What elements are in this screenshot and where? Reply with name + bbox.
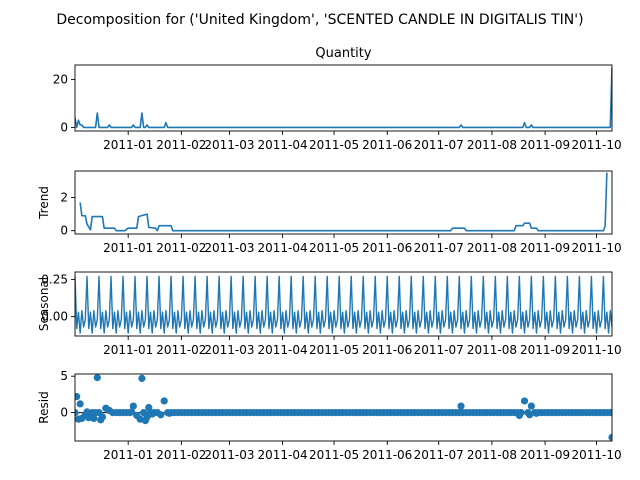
x-tick-label: 2011-09 <box>520 138 570 152</box>
y-tick-label: 0 <box>60 120 68 134</box>
axes-frame <box>74 373 613 442</box>
y-tick-label: 0.00 <box>41 310 68 324</box>
x-tick-label: 2011-04 <box>258 448 308 462</box>
axes-frame <box>74 271 613 337</box>
resid-point <box>98 413 107 421</box>
resid-point <box>532 409 541 417</box>
x-tick-label: 2011-06 <box>362 448 412 462</box>
x-tick-label: 2011-03 <box>204 138 254 152</box>
x-tick-label: 2011-04 <box>258 343 308 357</box>
resid-point <box>129 402 137 410</box>
resid-point <box>457 402 465 410</box>
x-tick-label: 2011-07 <box>414 241 464 255</box>
x-tick-label: 2011-02 <box>156 241 206 255</box>
x-tick-label: 2011-08 <box>467 138 517 152</box>
resid-point <box>83 408 91 416</box>
x-tick-label: 2011-06 <box>362 343 412 357</box>
plot-area <box>75 67 612 129</box>
x-tick-label: 2011-03 <box>204 241 254 255</box>
x-tick-label: 2011-04 <box>258 241 308 255</box>
resid-point <box>526 411 534 419</box>
x-tick-label: 2011-06 <box>362 138 412 152</box>
x-tick-label: 2011-03 <box>204 448 254 462</box>
axes-frame <box>74 170 613 235</box>
resid-point <box>75 409 79 417</box>
axes-frame <box>74 64 613 132</box>
y-tick-label: 0 <box>60 406 68 420</box>
resid-point <box>75 392 81 401</box>
x-tick-label: 2011-05 <box>309 241 359 255</box>
plot-area <box>75 374 612 441</box>
x-tick-label: 2011-01 <box>103 138 153 152</box>
x-tick-label: 2011-02 <box>156 448 206 462</box>
x-tick-label: 2011-09 <box>520 448 570 462</box>
resid-point <box>515 411 523 420</box>
x-tick-label: 2011-05 <box>309 448 359 462</box>
x-tick-label: 2011-10 <box>571 241 621 255</box>
resid-point <box>105 406 113 415</box>
y-tick-label: 2 <box>60 191 68 205</box>
x-tick-label: 2011-07 <box>414 343 464 357</box>
x-tick-label: 2011-09 <box>520 241 570 255</box>
y-tick-label: 20 <box>53 72 68 86</box>
resid-point <box>93 374 101 382</box>
x-tick-label: 2011-10 <box>571 343 621 357</box>
resid-point <box>165 409 173 417</box>
resid-point <box>157 411 165 419</box>
x-tick-label: 2011-07 <box>414 448 464 462</box>
plot-area <box>75 275 612 334</box>
x-tick-label: 2011-01 <box>103 448 153 462</box>
plot-area <box>79 172 608 232</box>
resid-point <box>160 397 168 405</box>
x-tick-label: 2011-07 <box>414 138 464 152</box>
y-axis-label: Trend <box>37 186 51 220</box>
panel-title: Quantity <box>315 46 371 61</box>
resid-point <box>128 408 136 416</box>
x-tick-label: 2011-10 <box>571 138 621 152</box>
resid-point <box>90 414 98 423</box>
x-tick-label: 2011-01 <box>103 343 153 357</box>
resid-point <box>527 402 535 410</box>
y-axis-label: Resid <box>37 391 51 423</box>
resid-point <box>608 433 612 441</box>
x-tick-label: 2011-06 <box>362 241 412 255</box>
y-tick-label: 0.25 <box>41 272 68 286</box>
x-tick-label: 2011-01 <box>103 241 153 255</box>
series-line <box>75 67 612 129</box>
resid-point <box>138 374 146 382</box>
figure-suptitle: Decomposition for ('United Kingdom', 'SC… <box>56 12 583 28</box>
y-tick-label: 5 <box>60 369 68 383</box>
x-tick-label: 2011-03 <box>204 343 254 357</box>
resid-point <box>606 409 612 417</box>
series-line <box>79 172 608 232</box>
y-tick-label: 0 <box>60 224 68 238</box>
x-tick-label: 2011-02 <box>156 343 206 357</box>
x-tick-label: 2011-08 <box>467 241 517 255</box>
x-tick-label: 2011-08 <box>467 448 517 462</box>
x-tick-label: 2011-10 <box>571 448 621 462</box>
resid-point <box>76 400 84 408</box>
x-tick-label: 2011-08 <box>467 343 517 357</box>
x-tick-label: 2011-05 <box>309 343 359 357</box>
resid-point <box>145 403 153 412</box>
x-tick-label: 2011-02 <box>156 138 206 152</box>
x-tick-label: 2011-04 <box>258 138 308 152</box>
resid-point <box>148 410 156 418</box>
seasonal-line <box>75 275 612 334</box>
x-tick-label: 2011-09 <box>520 343 570 357</box>
x-tick-label: 2011-05 <box>309 138 359 152</box>
resid-point <box>520 397 529 405</box>
y-axis-label: Seasonal <box>37 277 51 331</box>
